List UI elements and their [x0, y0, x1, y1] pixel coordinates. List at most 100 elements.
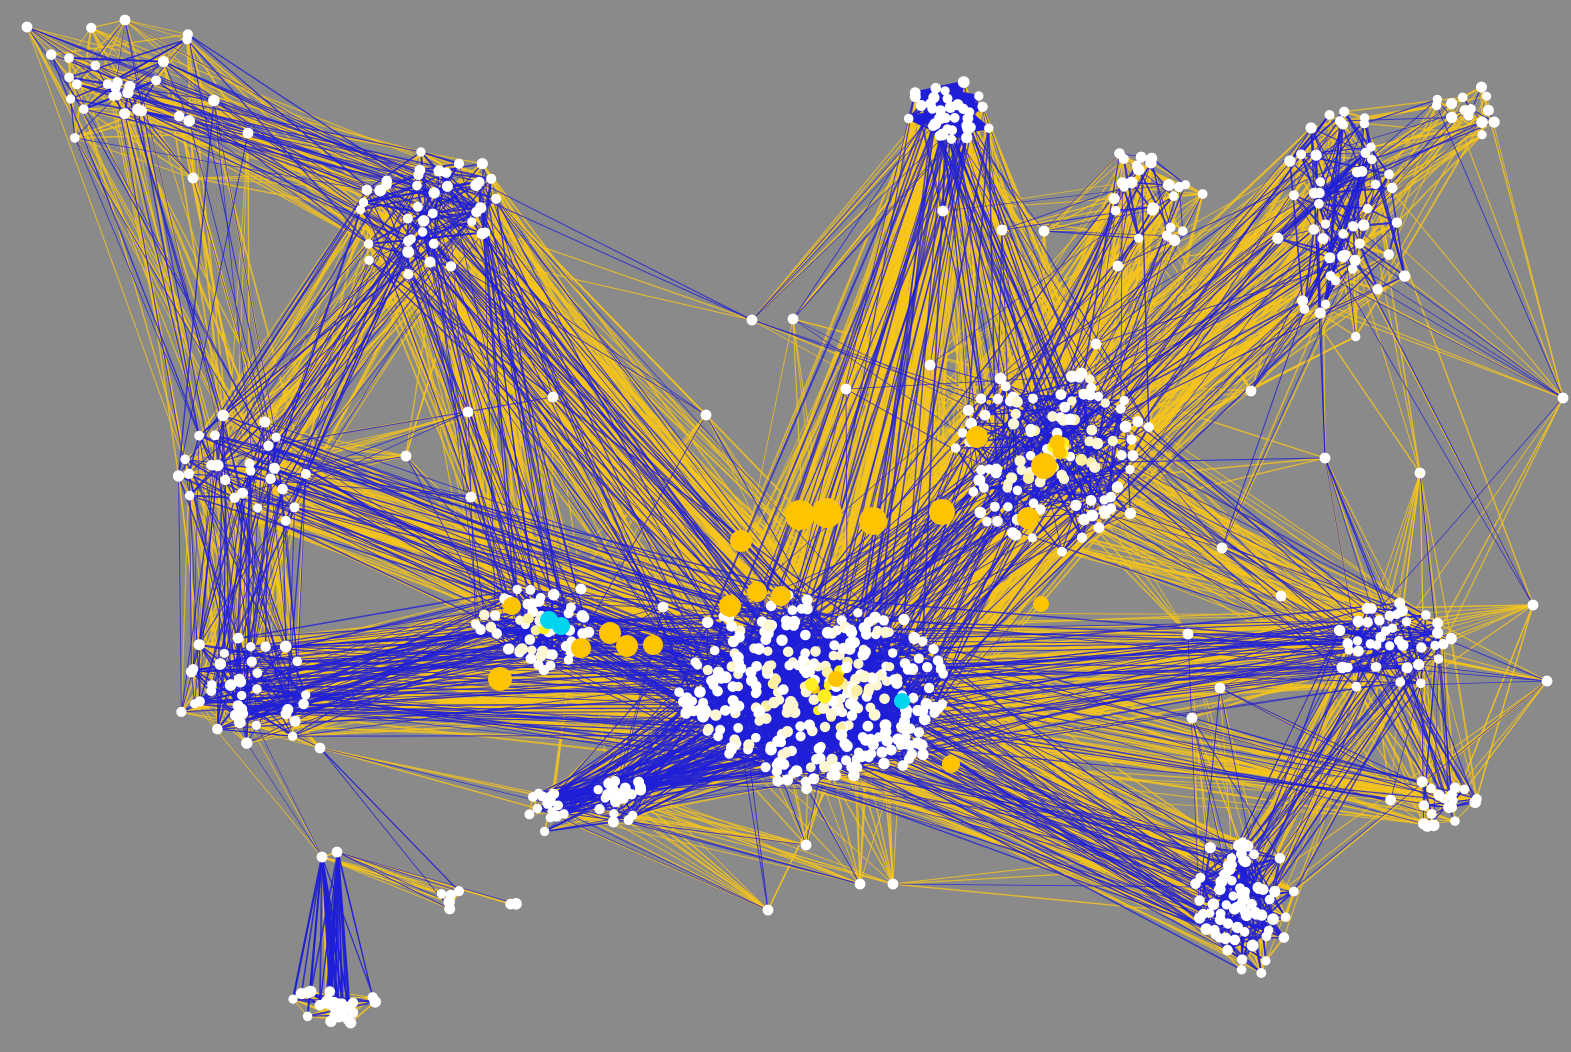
graph-node[interactable]	[835, 729, 848, 741]
graph-node[interactable]	[868, 708, 881, 721]
graph-node[interactable]	[180, 454, 190, 465]
graph-node[interactable]	[1299, 304, 1310, 315]
graph-node[interactable]	[848, 769, 860, 782]
graph-node[interactable]	[271, 432, 281, 442]
graph-node[interactable]	[800, 839, 812, 851]
graph-node[interactable]	[1360, 147, 1371, 158]
graph-node[interactable]	[607, 816, 619, 828]
graph-node[interactable]	[1056, 469, 1068, 481]
graph-node[interactable]	[1336, 661, 1349, 674]
graph-node[interactable]	[734, 662, 747, 674]
graph-node[interactable]	[1488, 116, 1500, 128]
graph-node[interactable]	[1075, 367, 1088, 380]
graph-node[interactable]	[522, 613, 534, 624]
graph-node[interactable]	[1391, 217, 1403, 228]
graph-node[interactable]	[915, 739, 928, 751]
graph-node[interactable]	[726, 620, 737, 632]
graph-node[interactable]	[237, 487, 248, 499]
graph-node[interactable]	[996, 224, 1008, 236]
graph-node[interactable]	[881, 735, 893, 747]
graph-node[interactable]	[1027, 533, 1037, 543]
graph-node[interactable]	[1085, 495, 1097, 506]
graph-node[interactable]	[251, 720, 261, 730]
graph-node[interactable]	[183, 468, 195, 479]
graph-node[interactable]	[1119, 420, 1132, 433]
graph-node[interactable]	[906, 663, 919, 675]
graph-node[interactable]	[1204, 842, 1216, 854]
graph-node[interactable]	[908, 631, 920, 644]
graph-node[interactable]	[119, 108, 131, 120]
graph-node[interactable]	[715, 724, 726, 735]
graph-node[interactable]	[184, 490, 195, 501]
graph-node[interactable]	[71, 79, 82, 90]
graph-node[interactable]	[785, 500, 815, 530]
graph-node[interactable]	[1432, 617, 1443, 629]
graph-node[interactable]	[233, 716, 246, 729]
graph-node[interactable]	[1437, 639, 1449, 650]
graph-node[interactable]	[1397, 639, 1409, 651]
graph-node[interactable]	[1231, 921, 1244, 934]
graph-node[interactable]	[1115, 403, 1126, 414]
graph-node[interactable]	[538, 664, 550, 676]
graph-node[interactable]	[187, 172, 199, 184]
graph-node[interactable]	[86, 22, 97, 33]
graph-node[interactable]	[1396, 604, 1408, 617]
graph-node[interactable]	[885, 744, 897, 756]
graph-node[interactable]	[548, 588, 560, 601]
graph-node[interactable]	[1066, 370, 1078, 383]
graph-node[interactable]	[1049, 434, 1065, 451]
graph-node[interactable]	[962, 123, 974, 135]
graph-node[interactable]	[363, 239, 374, 249]
graph-node[interactable]	[1003, 502, 1013, 512]
graph-node[interactable]	[1357, 219, 1370, 231]
graph-node[interactable]	[122, 86, 134, 99]
graph-node[interactable]	[1002, 482, 1013, 493]
graph-node[interactable]	[795, 731, 806, 742]
graph-node[interactable]	[176, 706, 187, 718]
graph-node[interactable]	[1194, 895, 1205, 906]
graph-node[interactable]	[433, 165, 445, 177]
graph-node[interactable]	[1078, 388, 1090, 400]
graph-node[interactable]	[778, 684, 789, 695]
graph-node[interactable]	[1209, 924, 1220, 936]
graph-node[interactable]	[1223, 863, 1236, 876]
graph-node[interactable]	[690, 657, 701, 667]
graph-node[interactable]	[1055, 389, 1067, 400]
graph-node[interactable]	[788, 706, 801, 719]
graph-node[interactable]	[1372, 284, 1383, 295]
graph-node[interactable]	[1401, 662, 1413, 674]
graph-node[interactable]	[381, 175, 393, 187]
graph-node[interactable]	[525, 653, 537, 664]
graph-node[interactable]	[790, 765, 803, 777]
graph-node[interactable]	[1236, 954, 1248, 965]
graph-node[interactable]	[537, 645, 549, 657]
graph-node[interactable]	[1269, 885, 1281, 898]
graph-node[interactable]	[288, 994, 298, 1004]
graph-node[interactable]	[320, 996, 332, 1009]
graph-node[interactable]	[1278, 932, 1290, 943]
graph-node[interactable]	[1246, 939, 1259, 952]
graph-node[interactable]	[1267, 913, 1279, 925]
graph-node[interactable]	[1116, 177, 1129, 189]
graph-node[interactable]	[512, 584, 522, 595]
graph-node[interactable]	[516, 643, 528, 655]
graph-node[interactable]	[767, 678, 779, 690]
graph-node[interactable]	[1010, 408, 1021, 419]
graph-node[interactable]	[417, 227, 428, 237]
graph-node[interactable]	[1194, 912, 1206, 924]
graph-node[interactable]	[819, 760, 831, 773]
graph-node[interactable]	[1324, 252, 1336, 264]
graph-node[interactable]	[305, 985, 317, 998]
graph-node[interactable]	[1240, 909, 1253, 921]
graph-node[interactable]	[746, 314, 758, 326]
graph-node[interactable]	[1385, 641, 1395, 651]
graph-node[interactable]	[314, 742, 326, 754]
graph-node[interactable]	[743, 739, 755, 751]
graph-node[interactable]	[762, 904, 774, 916]
graph-node[interactable]	[729, 702, 741, 715]
graph-node[interactable]	[712, 686, 723, 697]
graph-node[interactable]	[70, 133, 80, 143]
graph-node[interactable]	[1446, 111, 1458, 124]
graph-node[interactable]	[208, 94, 220, 107]
graph-node[interactable]	[703, 723, 714, 735]
